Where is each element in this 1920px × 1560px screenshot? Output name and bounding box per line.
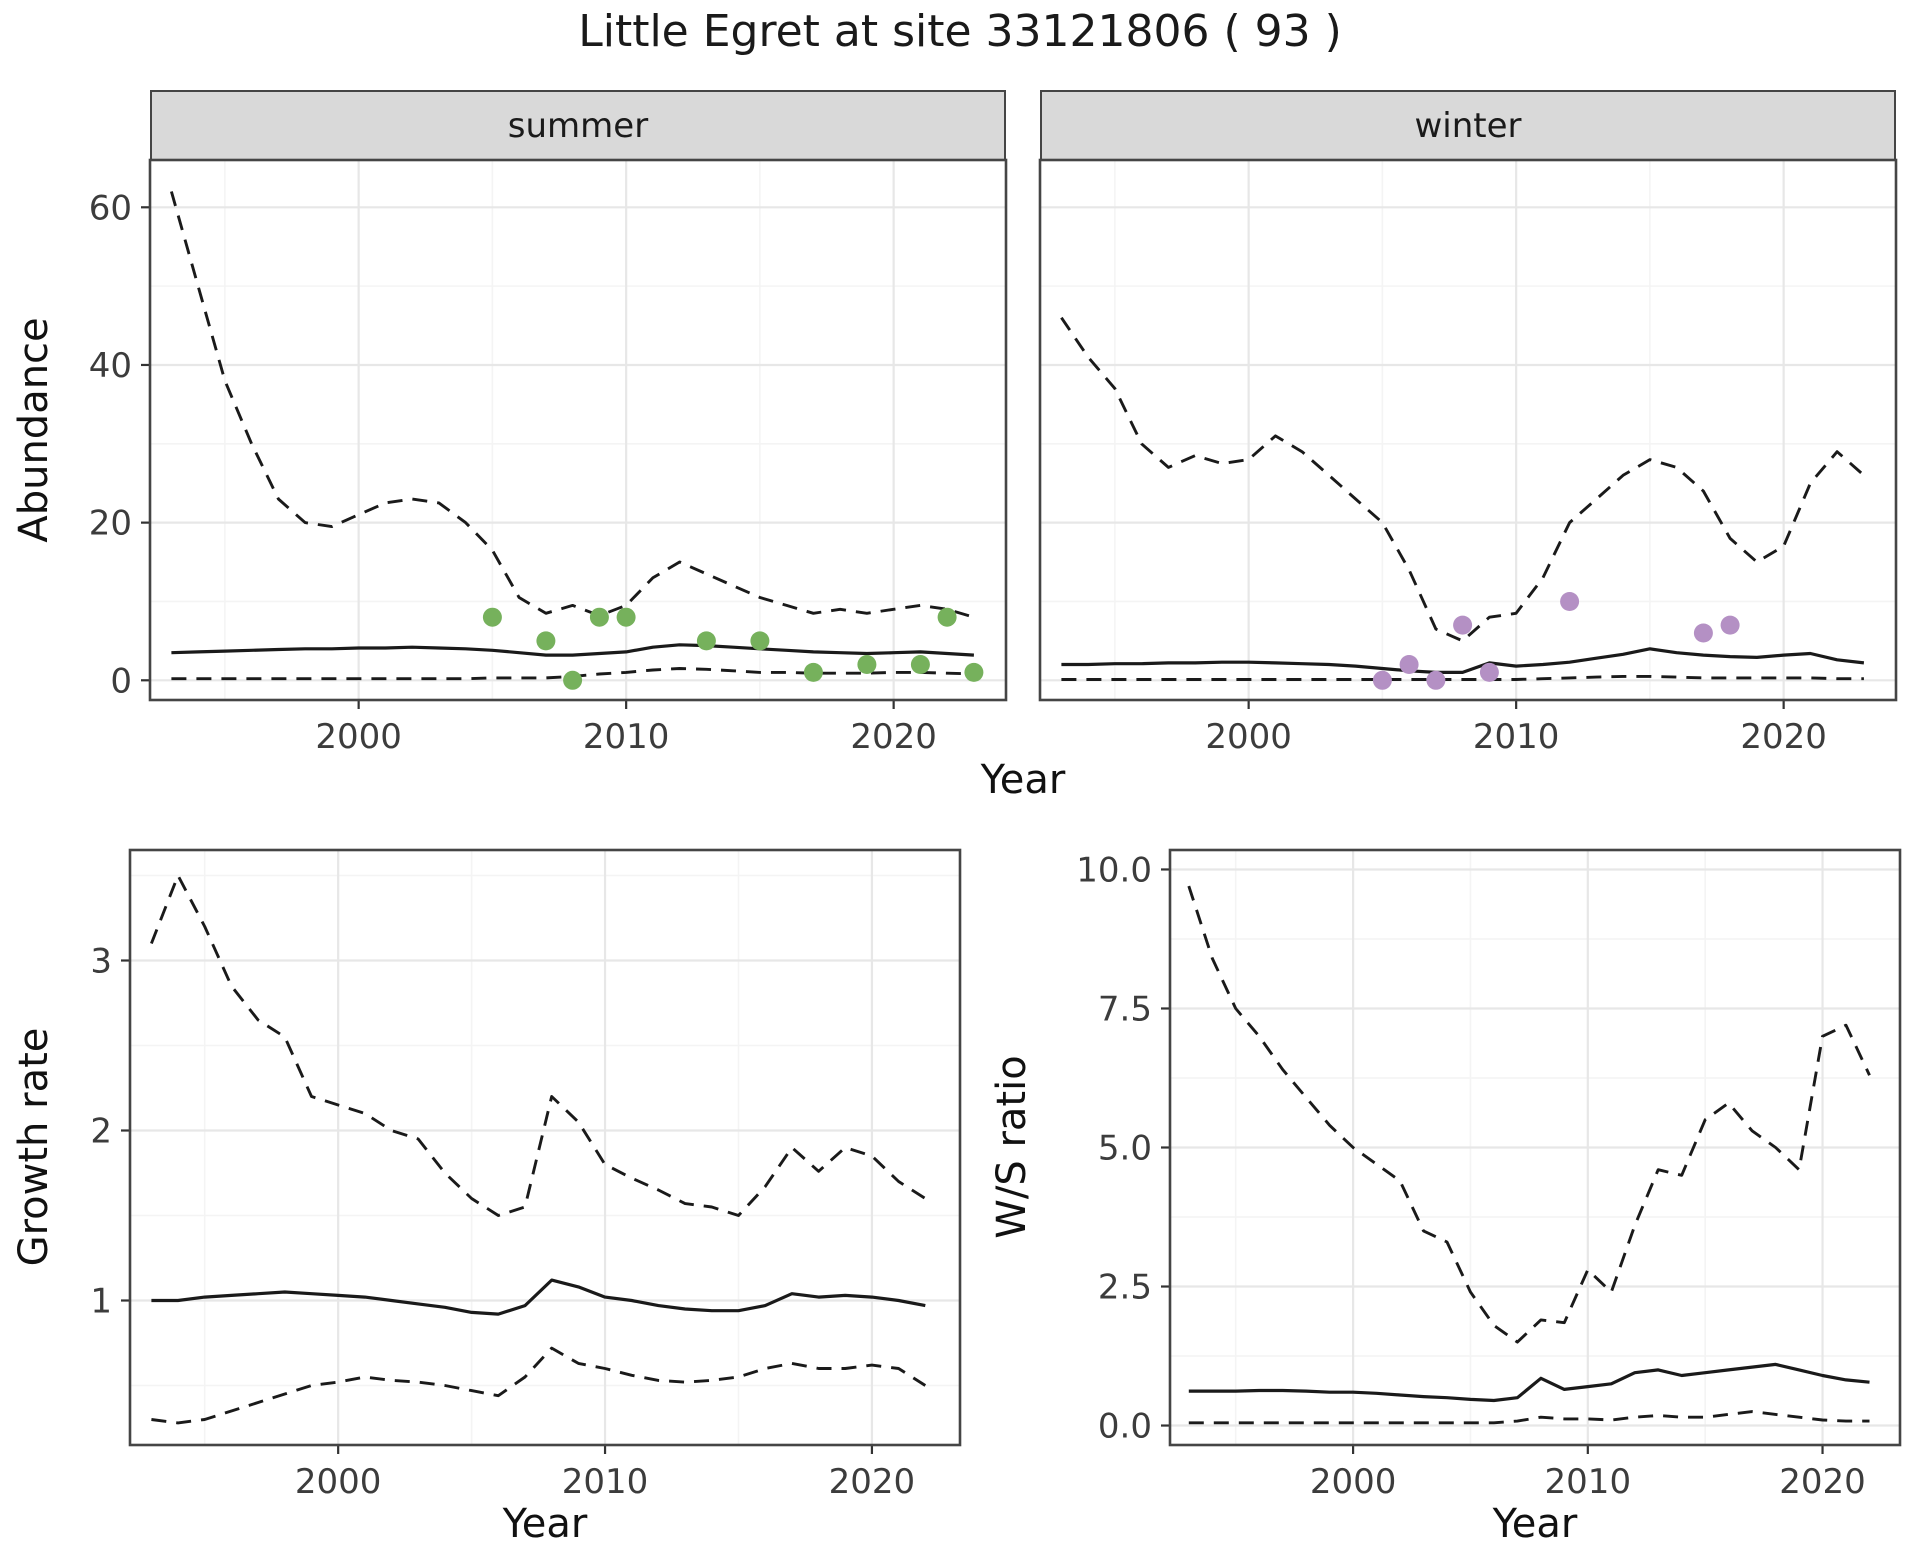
lower-ci-line <box>151 1346 927 1425</box>
x-tick-label: 2010 <box>1473 717 1560 757</box>
x-tick-label: 2020 <box>1779 1462 1866 1502</box>
observed-point <box>1479 662 1499 682</box>
observed-point <box>1693 623 1713 643</box>
ws-ratio-panel: 2000 2010 2020 0.0 2.5 5.0 7.5 10.0 <box>1076 848 1902 1502</box>
observed-point <box>482 607 502 627</box>
observed-point <box>696 631 716 651</box>
x-tick-label: 2020 <box>1740 717 1827 757</box>
y-tick-label: 20 <box>89 504 132 544</box>
observed-point <box>1426 670 1446 690</box>
observed-point <box>1720 615 1740 635</box>
upper-ci-line <box>1060 316 1865 643</box>
observed-point <box>589 607 609 627</box>
upper-ci-line <box>170 191 975 619</box>
x-tick-label: 2010 <box>583 717 670 757</box>
lower-ci-line <box>1188 1410 1870 1425</box>
facet-strip-summer-label: summer <box>507 106 649 146</box>
observed-point <box>536 631 556 651</box>
summer-abundance-panel: 2000 2010 2020 0 20 40 60 <box>89 158 1008 757</box>
observed-point <box>910 655 930 674</box>
upper-ci-line <box>150 874 927 1217</box>
winter-abundance-panel: 2000 2010 2020 <box>1038 158 1898 757</box>
observed-point <box>803 662 823 682</box>
figure-title: Little Egret at site 33121806 ( 93 ) <box>578 6 1342 57</box>
y-tick-label: 60 <box>89 188 132 228</box>
top-year-axis-title: Year <box>980 757 1066 803</box>
observed-point <box>1372 670 1392 690</box>
mean-line <box>1188 1362 1870 1403</box>
growth-year-axis-title: Year <box>502 1501 588 1547</box>
x-tick-label: 2000 <box>315 717 402 757</box>
panel-border <box>1168 848 1902 1447</box>
facet-strip-winter: winter <box>1040 90 1896 162</box>
y-tick-label: 1 <box>90 1282 112 1322</box>
y-tick-label: 0.0 <box>1098 1407 1152 1447</box>
y-tick-label: 2 <box>90 1112 112 1152</box>
observed-point <box>750 631 770 651</box>
panel-border <box>1038 158 1898 702</box>
facet-strip-summer: summer <box>150 90 1006 162</box>
observed-point <box>857 655 877 674</box>
y-tick-label: 10.0 <box>1076 850 1152 890</box>
panel-border <box>128 848 962 1447</box>
growth-rate-axis-title: Growth rate <box>11 1027 57 1267</box>
observed-point <box>1453 615 1473 635</box>
abundance-axis-title: Abundance <box>11 317 57 543</box>
growth-rate-panel: 2000 2010 2020 1 2 3 <box>90 848 962 1502</box>
observed-point <box>1399 655 1419 674</box>
x-tick-label: 2000 <box>1310 1462 1397 1502</box>
observed-point <box>563 670 583 690</box>
x-tick-label: 2000 <box>1205 717 1292 757</box>
x-tick-label: 2000 <box>295 1462 382 1502</box>
lower-ci-line <box>1061 674 1864 681</box>
ws-ratio-axis-title: W/S ratio <box>989 1055 1035 1239</box>
y-tick-label: 40 <box>89 346 132 386</box>
x-tick-label: 2010 <box>562 1462 649 1502</box>
observed-point <box>964 662 984 682</box>
x-tick-label: 2010 <box>1545 1462 1632 1502</box>
y-tick-label: 2.5 <box>1098 1268 1152 1308</box>
observed-point <box>1560 592 1580 611</box>
ws-year-axis-title: Year <box>1492 1501 1578 1547</box>
mean-line <box>151 1278 926 1316</box>
x-tick-label: 2020 <box>850 717 937 757</box>
y-tick-label: 7.5 <box>1098 989 1152 1029</box>
mean-line <box>1061 647 1865 674</box>
facet-strip-winter-label: winter <box>1414 106 1522 146</box>
observed-point <box>937 607 957 627</box>
y-tick-label: 3 <box>90 942 112 982</box>
mean-line <box>171 643 974 657</box>
panel-border <box>148 158 1008 702</box>
y-tick-label: 5.0 <box>1098 1129 1152 1169</box>
upper-ci-line <box>1187 885 1871 1344</box>
y-tick-label: 0 <box>110 661 132 701</box>
observed-point <box>616 607 636 627</box>
x-tick-label: 2020 <box>829 1462 916 1502</box>
